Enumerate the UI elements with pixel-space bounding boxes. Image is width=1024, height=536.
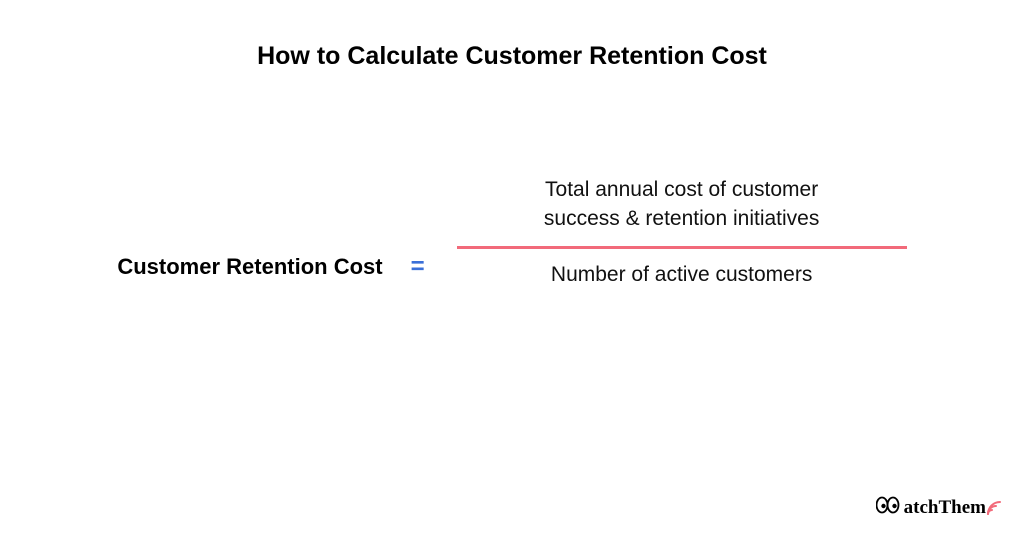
logo-text: atchThem [904,497,986,519]
numerator-line1: Total annual cost of customer [545,178,818,201]
brand-logo: atchThem [876,496,1002,520]
logo-eyes-icon [876,496,900,520]
numerator-line2: success & retention initiatives [544,207,819,230]
formula-lhs: Customer Retention Cost [117,254,382,280]
denominator: Number of active customers [551,263,812,287]
rss-icon [986,500,1002,516]
numerator: Total annual cost of customer success & … [544,175,819,234]
equals-sign: = [411,253,425,281]
fraction: Total annual cost of customer success & … [457,175,907,287]
formula-container: Customer Retention Cost = Total annual c… [0,175,1024,287]
fraction-divider [457,246,907,249]
page-title: How to Calculate Customer Retention Cost [0,42,1024,71]
